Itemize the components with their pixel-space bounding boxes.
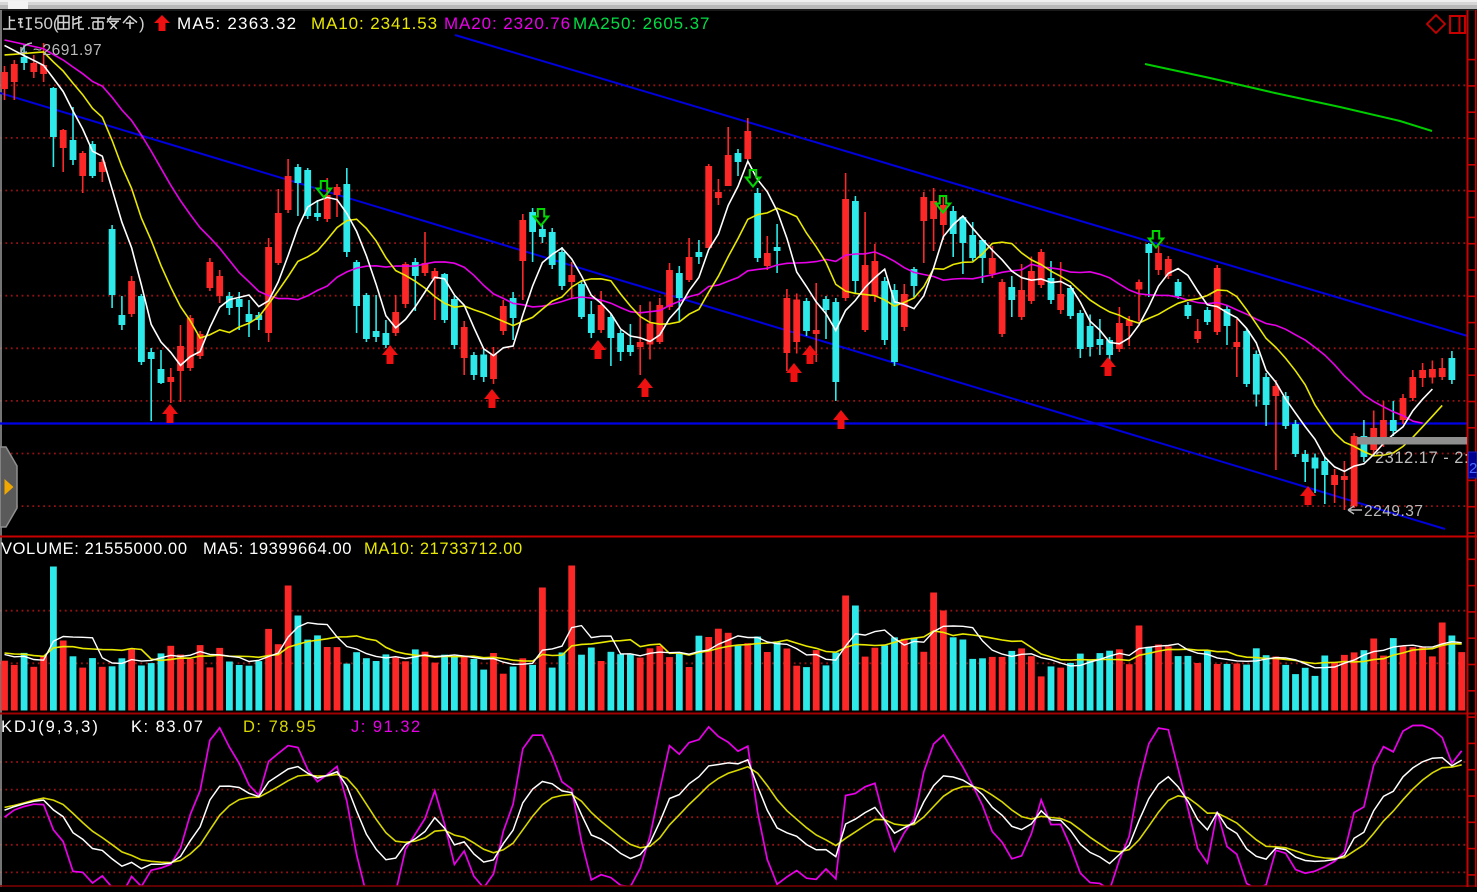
svg-text:J: 91.32: J: 91.32 [351,718,422,736]
svg-text:50(: 50( [34,14,59,33]
svg-text:2249.37: 2249.37 [1364,503,1424,520]
svg-text:.: . [87,14,92,33]
svg-text:2312.17 - 2:: 2312.17 - 2: [1375,449,1469,467]
svg-text:~2691.97: ~2691.97 [33,42,102,59]
svg-text:D: 78.95: D: 78.95 [243,718,317,736]
svg-text:MA20: 2320.76: MA20: 2320.76 [444,14,571,33]
svg-text:K: 83.07: K: 83.07 [131,718,204,736]
svg-text:MA5: 2363.32: MA5: 2363.32 [177,14,297,33]
svg-text:MA10: 21733712.00: MA10: 21733712.00 [364,540,523,558]
svg-text:MA250: 2605.37: MA250: 2605.37 [573,14,710,33]
svg-text:MA5: 19399664.00: MA5: 19399664.00 [203,540,352,558]
svg-text:KDJ(9,3,3): KDJ(9,3,3) [1,718,100,736]
svg-text:VOLUME: 21555000.00: VOLUME: 21555000.00 [1,540,188,558]
svg-text:2: 2 [1469,460,1477,477]
svg-text:): ) [139,14,145,33]
svg-text:MA10: 2341.53: MA10: 2341.53 [311,14,438,33]
